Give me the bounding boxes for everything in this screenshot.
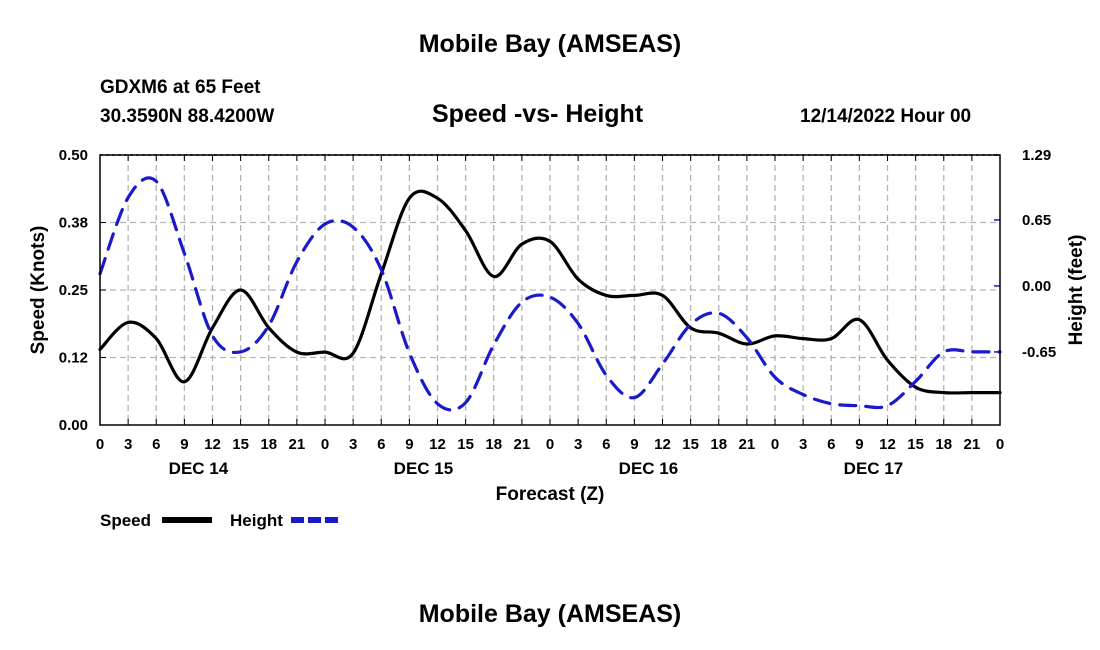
x-tick-label: 15 bbox=[457, 436, 474, 453]
x-tick-label: 15 bbox=[232, 436, 249, 453]
x-tick-label: 18 bbox=[485, 436, 502, 453]
day-label: DEC 17 bbox=[844, 459, 904, 478]
x-axis-label: Forecast (Z) bbox=[496, 484, 605, 505]
x-tick-label: 9 bbox=[855, 436, 863, 453]
x-tick-label: 15 bbox=[907, 436, 924, 453]
chart-main-title: Mobile Bay (AMSEAS) bbox=[418, 30, 682, 58]
x-tick-label: 3 bbox=[799, 436, 807, 453]
x-tick-label: 3 bbox=[349, 436, 357, 453]
x-tick-label: 6 bbox=[152, 436, 160, 453]
x-tick-label: 0 bbox=[996, 436, 1004, 453]
y2-tick-label: -0.65 bbox=[1022, 344, 1056, 361]
x-tick-label: 12 bbox=[204, 436, 221, 453]
y-tick-label: 0.50 bbox=[59, 147, 88, 164]
station-label: GDXM6 at 65 Feet bbox=[100, 77, 261, 98]
x-tick-label: 12 bbox=[429, 436, 446, 453]
x-tick-label: 18 bbox=[710, 436, 727, 453]
x-tick-label: 12 bbox=[654, 436, 671, 453]
x-tick-label: 21 bbox=[289, 436, 306, 453]
x-tick-label: 6 bbox=[377, 436, 385, 453]
x-tick-label: 21 bbox=[514, 436, 531, 453]
x-tick-label: 18 bbox=[260, 436, 277, 453]
x-tick-label: 3 bbox=[124, 436, 132, 453]
forecast-timestamp: 12/14/2022 Hour 00 bbox=[800, 106, 972, 127]
legend-height-label: Height bbox=[230, 511, 283, 530]
day-label: DEC 14 bbox=[169, 459, 229, 478]
x-tick-label: 12 bbox=[879, 436, 896, 453]
speed-series-line bbox=[98, 189, 1002, 395]
y-tick-label: 0.25 bbox=[59, 282, 88, 299]
legend-speed-label: Speed bbox=[100, 511, 151, 530]
chart-subtitle: Speed -vs- Height bbox=[432, 100, 644, 128]
x-tick-label: 21 bbox=[964, 436, 981, 453]
x-tick-label: 3 bbox=[574, 436, 582, 453]
x-tick-label: 21 bbox=[739, 436, 756, 453]
y-tick-label: 0.12 bbox=[59, 350, 88, 367]
x-tick-label: 18 bbox=[935, 436, 952, 453]
x-tick-label: 9 bbox=[180, 436, 188, 453]
y2-tick-label: 1.29 bbox=[1022, 147, 1051, 164]
day-label: DEC 16 bbox=[619, 459, 679, 478]
y-tick-label: 0.00 bbox=[59, 417, 88, 434]
x-tick-label: 6 bbox=[827, 436, 835, 453]
y-axis-label: Speed (Knots) bbox=[28, 226, 49, 355]
y-tick-label: 0.38 bbox=[59, 215, 88, 232]
height-series-line bbox=[98, 176, 1002, 412]
x-tick-label: 9 bbox=[405, 436, 413, 453]
day-label: DEC 15 bbox=[394, 459, 454, 478]
x-tick-label: 15 bbox=[682, 436, 699, 453]
station-coordinates: 30.3590N 88.4200W bbox=[100, 106, 275, 127]
x-tick-label: 9 bbox=[630, 436, 638, 453]
y2-tick-label: 0.65 bbox=[1022, 212, 1051, 229]
y2-axis-label: Height (feet) bbox=[1066, 235, 1087, 346]
y2-tick-label: 0.00 bbox=[1022, 278, 1051, 295]
x-tick-label: 0 bbox=[771, 436, 779, 453]
footer-title: Mobile Bay (AMSEAS) bbox=[418, 600, 682, 628]
x-tick-label: 6 bbox=[602, 436, 610, 453]
x-tick-label: 0 bbox=[96, 436, 104, 453]
x-tick-label: 0 bbox=[321, 436, 329, 453]
x-tick-label: 0 bbox=[546, 436, 554, 453]
